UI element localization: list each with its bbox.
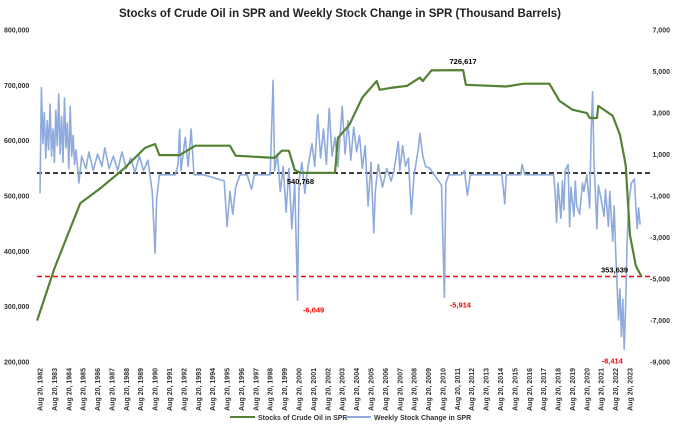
data-label: 540,768: [287, 177, 314, 186]
x-tick-label: Aug 20, 1987: [109, 368, 116, 411]
right-tick-label: -3,000: [650, 235, 670, 242]
x-tick-label: Aug 20, 2010: [440, 368, 447, 411]
data-label: -6,049: [303, 305, 324, 314]
left-tick-label: 400,000: [4, 249, 29, 256]
right-axis: 7,000 5,000 3,000 1,000 -1,000 -3,000 -5,000 -7…: [650, 28, 670, 367]
x-tick-label: Aug 20, 1993: [196, 368, 203, 411]
x-axis: Aug 20, 1982 Aug 20, 1983 Aug 20, 1984 Aug …: [38, 368, 635, 411]
left-tick-label: 600,000: [4, 138, 29, 145]
right-tick-label: -5,000: [650, 277, 670, 284]
right-tick-label: 5,000: [652, 69, 670, 76]
x-tick-label: Aug 20, 1996: [239, 368, 246, 411]
x-tick-label: Aug 20, 1999: [282, 368, 289, 411]
right-tick-label: 7,000: [652, 28, 670, 35]
x-tick-label: Aug 20, 2019: [570, 368, 577, 411]
x-tick-label: Aug 20, 2001: [311, 368, 318, 411]
x-tick-label: Aug 20, 1994: [210, 368, 217, 411]
x-tick-label: Aug 20, 1997: [253, 368, 260, 411]
x-tick-label: Aug 20, 2020: [584, 368, 591, 411]
x-tick-label: Aug 20, 2016: [527, 368, 534, 411]
x-tick-label: Aug 20, 2013: [484, 368, 491, 411]
x-tick-label: Aug 20, 1985: [81, 368, 88, 411]
left-tick-label: 800,000: [4, 28, 29, 35]
x-tick-label: Aug 20, 2023: [627, 368, 634, 411]
x-tick-label: Aug 20, 2003: [340, 368, 347, 411]
left-tick-label: 200,000: [4, 360, 29, 367]
annotations: 726,617 540,768 353,639 -6,049 -5,914 -8,414: [287, 57, 628, 365]
left-axis: 800,000 700,000 600,000 500,000 400,000 300,0…: [4, 28, 29, 367]
legend-label-weekly-change: Weekly Stock Change in SPR: [374, 415, 471, 422]
x-tick-label: Aug 20, 2005: [368, 368, 375, 411]
x-tick-label: Aug 20, 2008: [412, 368, 419, 411]
x-tick-label: Aug 20, 1998: [268, 368, 275, 411]
x-tick-label: Aug 20, 2009: [426, 368, 433, 411]
x-tick-label: Aug 20, 2012: [469, 368, 476, 411]
reference-lines: [37, 172, 653, 278]
x-tick-label: Aug 20, 1988: [124, 368, 131, 411]
right-tick-label: 1,000: [652, 152, 670, 159]
x-tick-label: Aug 20, 1995: [225, 368, 232, 411]
series-line-weekly-change: [39, 79, 641, 351]
x-tick-label: Aug 20, 2000: [297, 368, 304, 411]
right-tick-label: -1,000: [650, 194, 670, 201]
x-tick-label: Aug 20, 1990: [153, 368, 160, 411]
x-tick-label: Aug 20, 2011: [455, 368, 462, 411]
right-tick-label: 3,000: [652, 111, 670, 118]
series-group: [36, 69, 643, 351]
data-label: 726,617: [450, 57, 477, 66]
x-tick-label: Aug 20, 2004: [354, 368, 361, 411]
right-tick-label: -7,000: [650, 318, 670, 325]
x-tick-label: Aug 20, 2017: [541, 368, 548, 411]
left-tick-label: 300,000: [4, 304, 29, 311]
x-tick-label: Aug 20, 1983: [52, 368, 59, 411]
x-tick-label: Aug 20, 1986: [95, 368, 102, 411]
x-tick-label: Aug 20, 1991: [167, 368, 174, 411]
x-tick-label: Aug 20, 2007: [397, 368, 404, 411]
x-tick-label: Aug 20, 2014: [498, 368, 505, 411]
x-tick-label: Aug 20, 2018: [556, 368, 563, 411]
right-tick-label: -9,000: [650, 360, 670, 367]
chart-title: Stocks of Crude Oil in SPR and Weekly St…: [119, 8, 561, 20]
data-label: 353,639: [601, 265, 628, 274]
x-tick-label: Aug 20, 2006: [383, 368, 390, 411]
data-label: -5,914: [450, 300, 472, 309]
legend: Stocks of Crude Oil in SPR Weekly Stock …: [230, 415, 471, 422]
x-tick-label: Aug 20, 1984: [66, 368, 73, 411]
x-tick-label: Aug 20, 2021: [599, 368, 606, 411]
legend-label-spr-stocks: Stocks of Crude Oil in SPR: [258, 415, 347, 422]
x-tick-label: Aug 20, 2002: [325, 368, 332, 411]
x-tick-label: Aug 20, 1989: [138, 368, 145, 411]
x-tick-label: Aug 20, 1992: [181, 368, 188, 411]
left-tick-label: 700,000: [4, 83, 29, 90]
series-line-spr-stocks: [36, 69, 643, 321]
data-label: -8,414: [602, 356, 624, 365]
x-tick-label: Aug 20, 2015: [512, 368, 519, 411]
x-tick-label: Aug 20, 2022: [613, 368, 620, 411]
x-tick-label: Aug 20, 1982: [38, 368, 45, 411]
left-tick-label: 500,000: [4, 194, 29, 201]
